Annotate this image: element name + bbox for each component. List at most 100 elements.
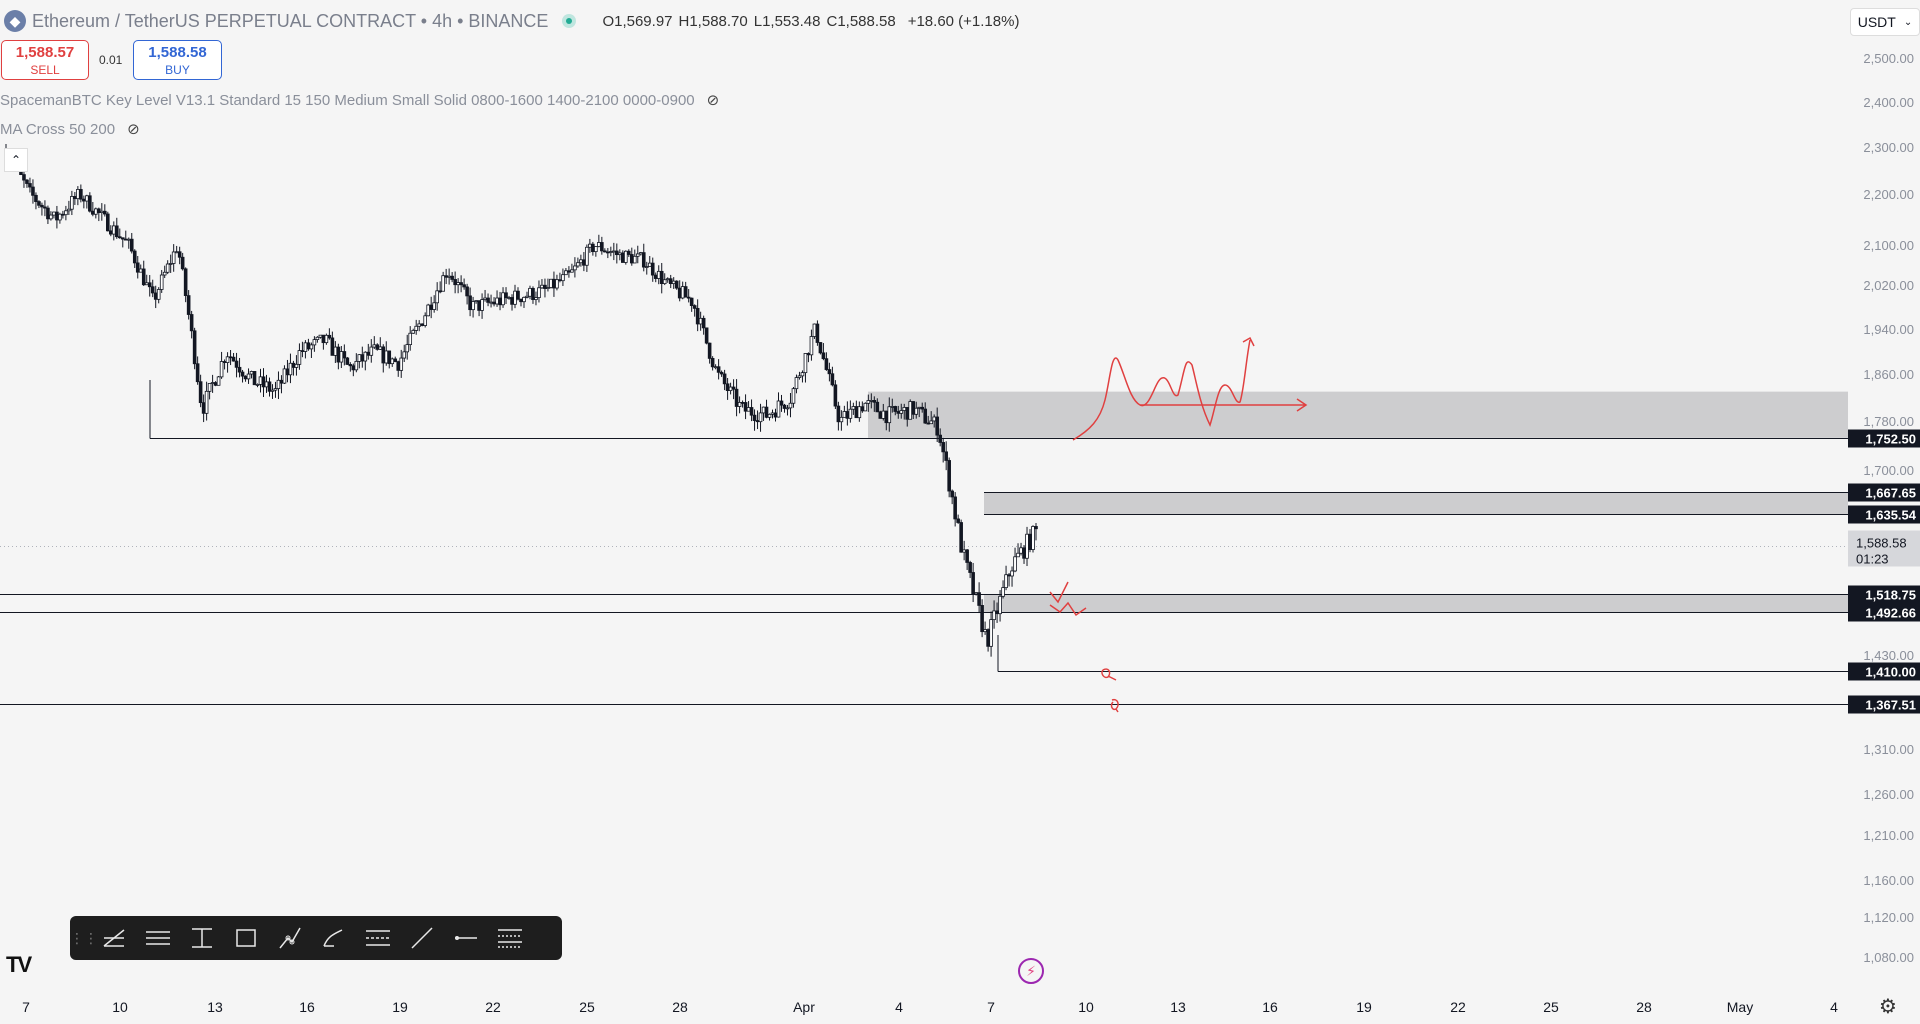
candle [674, 280, 679, 290]
candle [228, 349, 233, 366]
candle [210, 374, 215, 393]
lightning-icon[interactable]: ⚡ [1018, 958, 1044, 984]
path-icon[interactable] [268, 920, 312, 956]
candle [129, 232, 134, 254]
candle [231, 353, 236, 362]
ohlc-key: O [602, 12, 615, 30]
candle [806, 352, 811, 363]
candle [788, 392, 793, 418]
price-tick-label: 1,860.00 [1863, 367, 1914, 382]
drawing-toolbar: ⋮⋮ [70, 916, 562, 960]
candle [743, 394, 748, 420]
candle [707, 342, 712, 364]
candle [444, 268, 448, 285]
candle [567, 266, 571, 278]
candle [635, 245, 640, 264]
price-tick-label: 1,430.00 [1863, 648, 1914, 663]
candle [755, 410, 760, 430]
indicator-key-level[interactable]: SpacemanBTC Key Level V13.1 Standard 15 … [0, 91, 720, 110]
symbol-header: ◆ Ethereum / TetherUS PERPETUAL CONTRACT… [0, 8, 1019, 34]
time-tick-label: 10 [1078, 999, 1094, 1015]
drag-handle-icon[interactable]: ⋮⋮ [70, 929, 98, 946]
candle [507, 295, 511, 300]
buy-button[interactable]: 1,588.58 BUY [133, 40, 222, 80]
candle [100, 203, 104, 221]
candle [1031, 525, 1035, 553]
candle [647, 256, 652, 267]
ohlc-value: 1,588.58 [837, 12, 896, 30]
rectangle-icon[interactable] [224, 920, 268, 956]
price-tick-label: 2,400.00 [1863, 95, 1914, 110]
candle [758, 403, 763, 432]
fib-retracement-icon[interactable] [488, 920, 532, 956]
hidden-eye-icon[interactable]: ⊘ [706, 92, 720, 109]
candle [309, 342, 314, 358]
candle [414, 319, 419, 335]
candle [791, 386, 796, 408]
horizontal-lines-icon[interactable] [136, 920, 180, 956]
ohlc-key: C [826, 12, 838, 30]
candle [369, 339, 374, 363]
candle [378, 337, 383, 350]
candle [731, 379, 736, 400]
candle [243, 375, 248, 382]
level-price-tag: 1,410.00 [1848, 662, 1920, 681]
indicator-ma-cross[interactable]: MA Cross 50 200 ⊘ [0, 120, 140, 139]
sell-price: 1,588.57 [15, 44, 75, 61]
candle [315, 336, 320, 343]
candle [851, 402, 856, 415]
candle [258, 368, 263, 393]
candle [186, 290, 191, 320]
candle [689, 297, 694, 312]
candle [85, 194, 89, 209]
zone-rect[interactable] [984, 594, 1848, 613]
horizontal-ray-icon[interactable] [444, 920, 488, 956]
candle [695, 299, 700, 332]
currency-select[interactable]: USDT ⌄ [1850, 8, 1920, 36]
candle [746, 401, 751, 412]
zone-rect[interactable] [984, 492, 1848, 515]
market-status-icon[interactable] [562, 14, 577, 28]
collapse-legend-button[interactable]: ⌃ [4, 148, 28, 172]
sell-button[interactable]: 1,588.57 SELL [1, 40, 89, 80]
ethereum-logo-icon: ◆ [4, 10, 26, 32]
candle [327, 328, 332, 340]
hidden-eye-icon[interactable]: ⊘ [127, 121, 140, 138]
candle [456, 278, 460, 294]
gear-icon[interactable]: ⚙ [1879, 996, 1897, 1018]
price-tick-label: 2,300.00 [1863, 140, 1914, 155]
brush-icon[interactable] [312, 920, 356, 956]
candle [923, 402, 928, 425]
parallel-channel-icon[interactable] [356, 920, 400, 956]
symbol-title[interactable]: Ethereum / TetherUS PERPETUAL CONTRACT •… [32, 10, 549, 31]
candle [510, 294, 514, 311]
candle [348, 362, 353, 372]
vertical-range-icon[interactable] [180, 920, 224, 956]
candle [956, 514, 960, 524]
candle [827, 362, 832, 382]
price-tick-label: 1,940.00 [1863, 322, 1914, 337]
spread-value: 0.01 [99, 53, 123, 67]
candle [908, 399, 913, 420]
tradingview-logo-icon[interactable]: TV [6, 952, 32, 977]
zone-rect[interactable] [868, 391, 1848, 438]
candle [585, 244, 589, 272]
candle [761, 406, 766, 421]
time-tick-label: 16 [1262, 999, 1278, 1015]
candle [474, 300, 478, 304]
candle [165, 260, 170, 275]
candle [381, 344, 386, 373]
candle [653, 272, 658, 283]
level-tag-text: 1,752.50 [1865, 432, 1916, 447]
candle [597, 234, 601, 248]
time-tick-label: 19 [392, 999, 408, 1015]
candle [267, 377, 272, 397]
candle [836, 401, 841, 431]
candle [52, 211, 56, 219]
candle [537, 280, 541, 303]
line-icon[interactable] [400, 920, 444, 956]
arrow-right-drawing [1140, 398, 1308, 412]
trend-lines-icon[interactable] [92, 920, 136, 956]
